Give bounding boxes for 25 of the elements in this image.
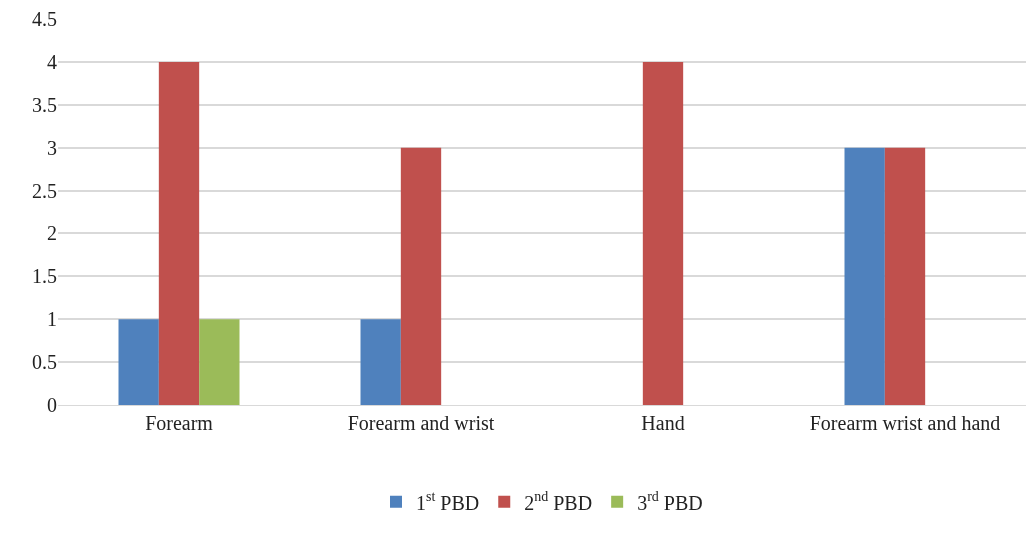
legend-label: 1$^{st}$ PBD	[416, 489, 480, 514]
legend-label: 2$^{nd}$ PBD	[524, 489, 593, 514]
y-tick-label: 3	[47, 136, 57, 159]
y-tick-label: 0.5	[32, 351, 57, 374]
bar	[158, 61, 200, 405]
bar	[360, 319, 401, 405]
y-tick-label: 3.5	[32, 93, 57, 116]
bar	[642, 61, 684, 405]
x-tick-label: Forearm and wrist	[347, 412, 495, 434]
bar	[884, 147, 926, 405]
bar	[118, 319, 159, 405]
y-tick-label: 2	[47, 222, 57, 245]
y-tick-label: 4.5	[32, 8, 57, 30]
bar	[199, 319, 240, 405]
y-tick-label: 1.5	[32, 265, 57, 288]
y-tick-label: 1	[47, 308, 57, 331]
y-tick-label: 4	[47, 50, 57, 73]
x-tick-label: Forearm wrist and hand	[809, 412, 1001, 434]
y-tick-label: 0	[47, 394, 57, 416]
x-tick-label: Hand	[641, 412, 685, 434]
x-tick-label: Forearm	[145, 412, 214, 434]
y-tick-label: 2.5	[32, 179, 57, 202]
legend-label: 3$^{rd}$ PBD	[637, 489, 703, 514]
bar	[400, 147, 442, 405]
bar	[844, 147, 885, 405]
